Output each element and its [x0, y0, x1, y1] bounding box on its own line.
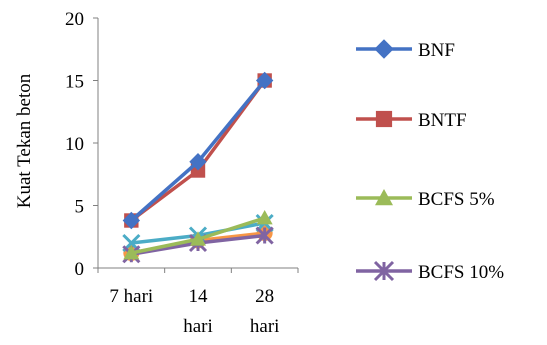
diamond-marker [255, 71, 274, 90]
x-tick-label: 14 hari [183, 286, 213, 337]
y-axis-label: Kuat Tekan beton [14, 73, 35, 208]
x-tick-label: 28 hari [250, 286, 280, 337]
legend-label: BNTF [418, 110, 467, 131]
triangle-marker [190, 231, 206, 246]
triangle-marker [256, 210, 273, 225]
series-line [130, 79, 267, 222]
star-marker [373, 260, 395, 282]
diamond-marker [189, 153, 207, 171]
diamond-marker [374, 39, 394, 59]
y-tick-label: 20 [65, 9, 84, 30]
y-tick-label: 10 [65, 134, 84, 155]
y-tick-label: 15 [65, 72, 84, 93]
triangle-marker [375, 189, 393, 206]
legend-item: BNF [356, 39, 455, 61]
x-tick-label: 7 hari [109, 286, 153, 307]
series-bnf [122, 71, 274, 230]
legend-item: BNTF [356, 110, 467, 131]
legend-label: BCFS 10% [418, 262, 504, 283]
legend: BNF BNTF BCFS 5% BCFS 10% [356, 39, 504, 283]
axes: 0 5 10 15 20 7 hari 14 hari 28 hari [65, 9, 299, 337]
star-marker [255, 226, 274, 245]
y-tick-label: 0 [75, 259, 85, 280]
legend-item: BCFS 10% [356, 260, 504, 283]
diamond-marker [122, 211, 141, 230]
legend-item: BCFS 5% [356, 189, 495, 210]
y-tick-label: 5 [75, 197, 85, 218]
square-marker [375, 110, 393, 128]
triangle-marker [123, 245, 140, 260]
legend-label: BNF [418, 40, 455, 61]
series-line [130, 79, 267, 222]
series-bcfs-5- [123, 210, 273, 260]
series-layer [122, 71, 274, 264]
legend-label: BCFS 5% [418, 189, 495, 210]
